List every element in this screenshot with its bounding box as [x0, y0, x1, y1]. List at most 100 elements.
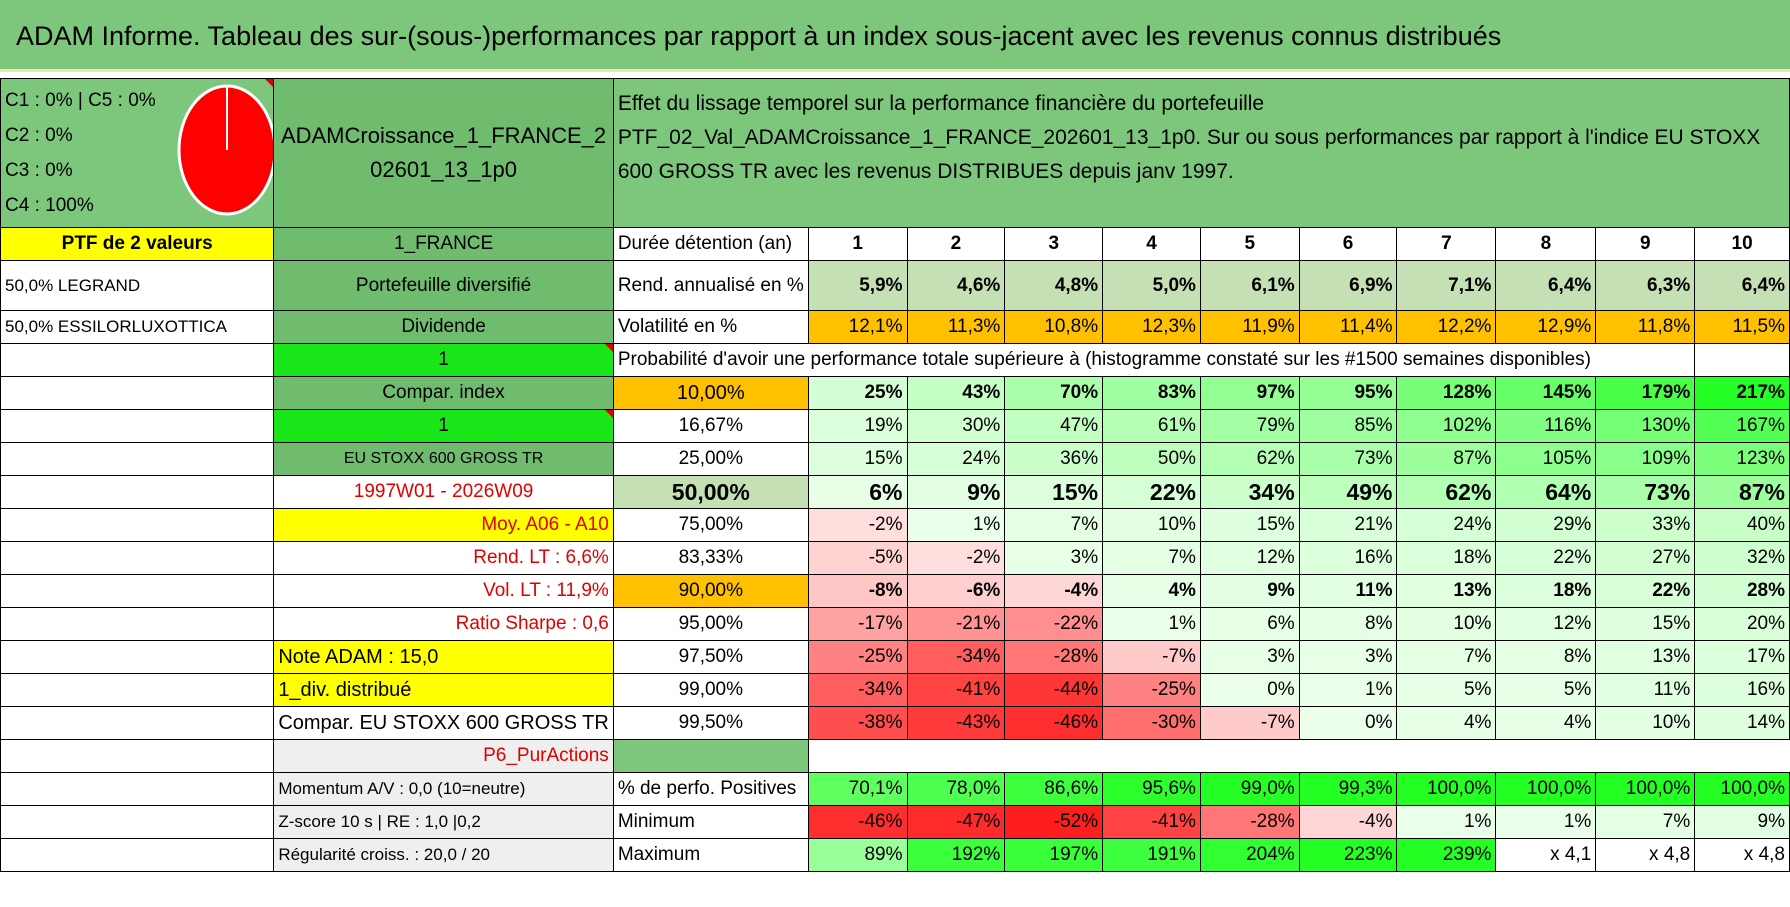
min-label: Minimum [612, 805, 809, 839]
pos-value: 99,0% [1199, 772, 1300, 806]
min-value: -52% [1004, 805, 1104, 839]
quantile-value: 64% [1495, 475, 1597, 509]
p6-label: P6_PurActions [273, 739, 614, 773]
quantile-value: 10% [1396, 607, 1497, 641]
quantile-value: 4% [1495, 706, 1597, 740]
dividende-label: Dividende [273, 310, 614, 344]
performance-table: C1 : 0% | C5 : 0% C2 : 0% C3 : 0% C4 : 1… [0, 78, 1790, 872]
quantile-value: 22% [1495, 541, 1597, 575]
quantile-value: -8% [807, 574, 908, 608]
quantile-value: 16% [1694, 673, 1790, 707]
quantile-value: 19% [807, 409, 908, 443]
max-value: x 4,8 [1595, 838, 1696, 872]
quantile-value: 102% [1396, 409, 1497, 443]
quantile-value: 6% [1199, 607, 1300, 641]
table-row: Note ADAM : 15,0 97,50% -25% -34% -28% -7% 3% 3… [0, 640, 1790, 674]
min-value: 9% [1694, 805, 1790, 839]
probability-header: Probabilité d'avoir une performance tota… [612, 343, 1695, 377]
quantile-value: 179% [1595, 376, 1696, 410]
pos-value: 70,1% [807, 772, 908, 806]
quantile-percent: 10,00% [612, 376, 809, 410]
table-row: Régularité croiss. : 20,0 / 20 Maximum 89%… [0, 838, 1790, 872]
quantile-value: 32% [1694, 541, 1790, 575]
diversified-label: Portefeuille diversifié [273, 260, 614, 311]
quantile-value: -6% [906, 574, 1006, 608]
quantile-value: 9% [906, 475, 1006, 509]
quantile-value: 34% [1199, 475, 1300, 509]
min-value: -41% [1102, 805, 1201, 839]
quantile-percent: 25,00% [612, 442, 809, 476]
legend-c3: C3 : 0% [5, 160, 73, 181]
quantile-value: -22% [1004, 607, 1104, 641]
quantile-value: 12% [1199, 541, 1300, 575]
year-header: 5 [1199, 227, 1300, 261]
zscore-label: Z-score 10 s | RE : 1,0 |0,2 [273, 805, 614, 839]
quantile-value: 47% [1004, 409, 1104, 443]
quantile-value: -17% [807, 607, 908, 641]
quantile-value: 29% [1495, 508, 1597, 542]
quantile-value: 18% [1396, 541, 1497, 575]
legend-c1-c5: C1 : 0% | C5 : 0% [5, 90, 156, 111]
quantile-value: 49% [1298, 475, 1398, 509]
table-row: Moy. A06 - A10 75,00% -2% 1% 7% 10% 15% 21% 24% 2… [0, 508, 1790, 542]
pos-value: 99,3% [1298, 772, 1398, 806]
description-line1: Effet du lissage temporel sur la perform… [617, 92, 1265, 115]
quantile-value: -2% [807, 508, 908, 542]
quantile-value: 83% [1102, 376, 1201, 410]
quantile-value: -5% [807, 541, 908, 575]
portfolio-name: ADAMCroissance_1_FRANCE_202601_13_1p0 [280, 123, 607, 182]
quantile-value: 10% [1595, 706, 1696, 740]
table-row: Compar. index 10,00% 25% 43% 70% 83% 97% 95% 128… [0, 376, 1790, 410]
vol-label: Volatilité en % [612, 310, 809, 344]
legend-c2: C2 : 0% [5, 125, 73, 146]
portfolio-name-cell: ADAMCroissance_1_FRANCE_202601_13_1p0 [273, 78, 614, 228]
quantile-value: 24% [1396, 508, 1497, 542]
quantile-value: -30% [1102, 706, 1201, 740]
report-title: ADAM Informe. Tableau des sur-(sous-)per… [16, 21, 1502, 51]
quantile-value: 87% [1694, 475, 1790, 509]
table-row: EU STOXX 600 GROSS TR 25,00% 15% 24% 36% 50% 6… [0, 442, 1790, 476]
empty-cell [1694, 343, 1790, 377]
year-header: 8 [1495, 227, 1597, 261]
quantile-percent: 75,00% [612, 508, 809, 542]
quantile-value: 15% [807, 442, 908, 476]
ptf-count: PTF de 2 valeurs [0, 227, 275, 261]
quantile-value: 167% [1694, 409, 1790, 443]
quantile-value: 13% [1595, 640, 1696, 674]
empty-cell [0, 640, 275, 674]
quantile-value: -25% [1102, 673, 1201, 707]
year-header: 2 [906, 227, 1006, 261]
vol-lt-label: Vol. LT : 11,9% [273, 574, 614, 608]
rend-value: 6,3% [1595, 260, 1696, 311]
report-title-bar: ADAM Informe. Tableau des sur-(sous-)per… [0, 0, 1790, 72]
quantile-value: -46% [1004, 706, 1104, 740]
pos-label: % de perfo. Positives [612, 772, 809, 806]
market-label: 1_FRANCE [273, 227, 614, 261]
note-label: Note ADAM : 15,0 [273, 640, 614, 674]
one-b-label: 1 [273, 409, 614, 443]
quantile-value: 14% [1694, 706, 1790, 740]
rend-value: 6,9% [1298, 260, 1398, 311]
quantile-value: 21% [1298, 508, 1398, 542]
quantile-value: 217% [1694, 376, 1790, 410]
pos-value: 78,0% [906, 772, 1006, 806]
quantile-value: -4% [1004, 574, 1104, 608]
quantile-value: 7% [1396, 640, 1497, 674]
quantile-value: 3% [1004, 541, 1104, 575]
quantile-value: -44% [1004, 673, 1104, 707]
quantile-value: 22% [1102, 475, 1201, 509]
min-value: 1% [1495, 805, 1597, 839]
empty-cell [0, 739, 275, 773]
rend-label: Rend. annualisé en % [612, 260, 809, 311]
title-divider [0, 69, 1790, 72]
quantile-value: 43% [906, 376, 1006, 410]
quantile-value: 70% [1004, 376, 1104, 410]
quantile-value: 7% [1102, 541, 1201, 575]
quantile-percent: 99,50% [612, 706, 809, 740]
quantile-value: 25% [807, 376, 908, 410]
description-cell: Effet du lissage temporel sur la perform… [612, 78, 1790, 228]
period-label: 1997W01 - 2026W09 [273, 475, 614, 509]
vol-value: 11,4% [1298, 310, 1398, 344]
empty-cell [0, 508, 275, 542]
vol-value: 11,5% [1694, 310, 1790, 344]
